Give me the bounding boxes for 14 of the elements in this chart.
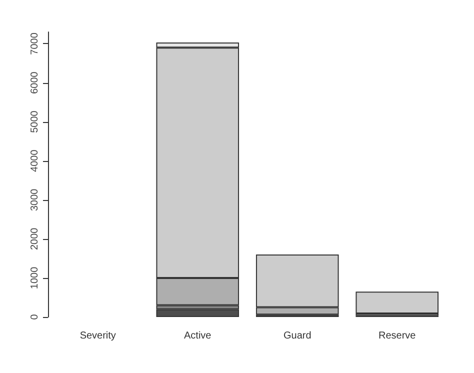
x-tick-label: Active: [184, 330, 212, 342]
y-tick-label: 0: [30, 314, 40, 320]
x-tick-label: Reserve: [378, 330, 416, 342]
y-tick-label: 4000: [30, 149, 40, 172]
x-tick-label: Guard: [283, 330, 312, 342]
bar: [356, 292, 439, 314]
y-tick-label: 6000: [30, 71, 40, 94]
y-tick-label: 2000: [30, 227, 40, 250]
y-tick-label: 7000: [30, 32, 40, 55]
x-tick-label: Severity: [80, 330, 116, 342]
y-tick-label: 5000: [30, 110, 40, 133]
bar: [156, 309, 240, 317]
y-tick-label: 1000: [30, 266, 40, 290]
y-tick-label: 3000: [30, 188, 40, 211]
